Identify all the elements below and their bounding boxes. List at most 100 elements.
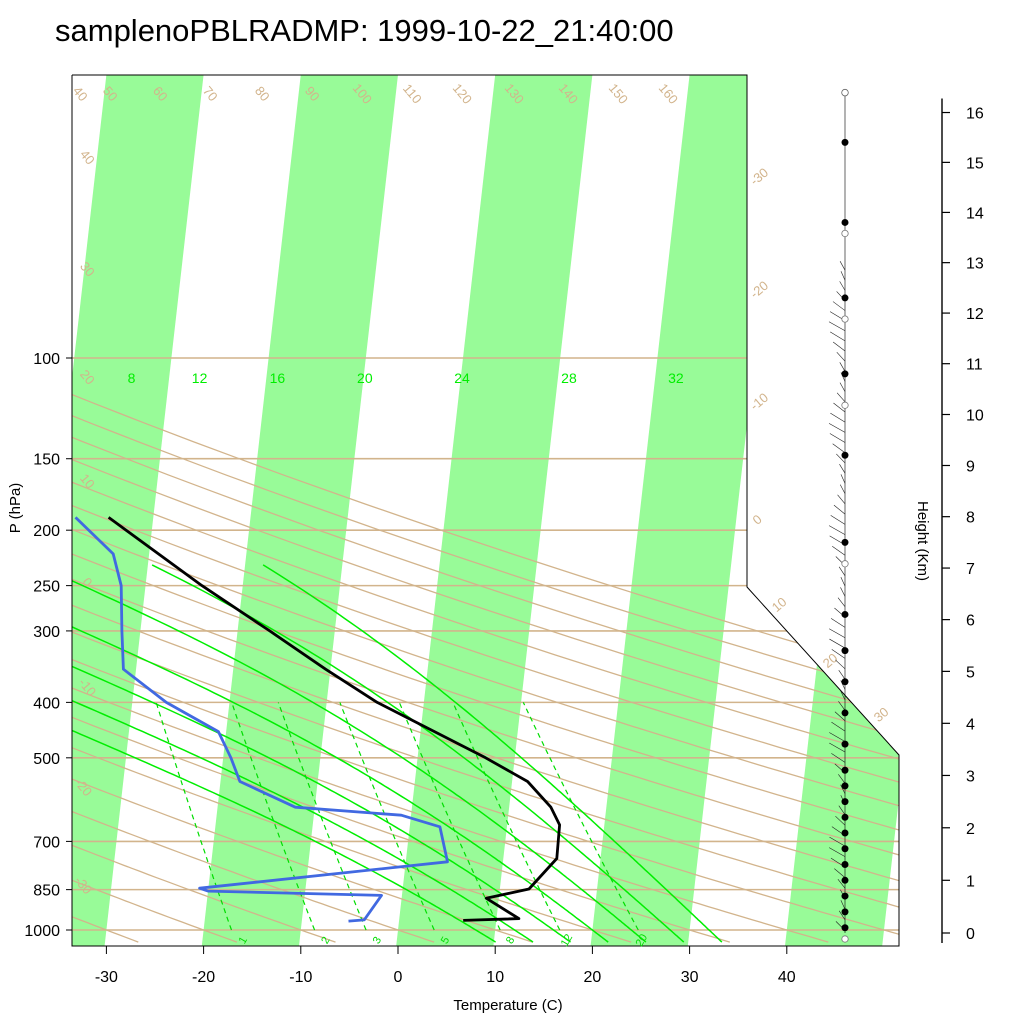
wind-barb (838, 701, 846, 711)
pressure-tick-label: 200 (33, 523, 60, 540)
dry-adiabat-label: 110 (400, 81, 425, 107)
moist-adiabat-label: 28 (561, 370, 577, 386)
wind-barb (838, 566, 846, 576)
moist-adiabat-label: 16 (270, 370, 286, 386)
dry-adiabat-label: 160 (656, 81, 681, 107)
isotherm-band (395, 75, 593, 946)
mixing-ratio-label: 1 (237, 935, 250, 946)
wind-level-marker (841, 766, 849, 774)
isotherm-band (72, 75, 205, 946)
wind-barb (837, 879, 846, 889)
height-tick-label: 0 (966, 926, 975, 943)
height-tick-label: 9 (966, 458, 975, 475)
wind-level-marker (841, 908, 849, 916)
mixing-ratio-line (522, 702, 639, 931)
wind-level-marker (841, 861, 849, 869)
height-tick-label: 7 (966, 561, 975, 578)
height-tick-label: 11 (966, 357, 983, 374)
dry-adiabat (72, 357, 899, 943)
wind-barb (839, 464, 846, 474)
moist-adiabat (72, 564, 609, 943)
wind-barb (831, 649, 846, 659)
dry-adiabat-label: 40 (77, 147, 98, 168)
wind-level-marker-open (841, 229, 849, 238)
mixing-ratio-label: 2 (319, 935, 332, 946)
wind-barb (832, 443, 846, 453)
wind-level-marker (841, 829, 849, 837)
moist-adiabat-label: 20 (357, 370, 373, 386)
wind-barb (828, 847, 846, 857)
wind-barb (838, 669, 846, 680)
height-tick-label: 2 (966, 821, 975, 838)
pressure-tick-label: 850 (33, 883, 60, 900)
mixing-ratio-line (277, 702, 367, 931)
wind-level-marker (841, 876, 849, 884)
mixing-ratio-line (398, 702, 501, 931)
wind-barb (835, 815, 846, 826)
wind-barb (833, 402, 846, 413)
wind-level-marker (841, 138, 849, 146)
wind-level-marker-open (841, 935, 849, 943)
pressure-tick-label: 100 (33, 351, 60, 368)
wind-level-marker (841, 813, 849, 821)
dry-adiabat (72, 357, 435, 943)
mixing-ratio-line (155, 702, 233, 931)
mixing-ratio-label: 5 (439, 935, 452, 946)
wind-level-marker (841, 678, 849, 686)
wind-level-marker (841, 538, 849, 546)
wind-barb (836, 453, 846, 464)
moist-adiabat-label: 24 (454, 370, 470, 386)
wind-level-marker (841, 218, 849, 226)
pressure-tick-label: 300 (33, 624, 60, 641)
temperature-tick-label: 20 (584, 969, 602, 986)
temperature-tick-label: -10 (289, 969, 312, 986)
wind-barb (840, 271, 846, 281)
dry-adiabat (72, 357, 899, 943)
isotherm-label: -10 (747, 390, 771, 414)
wind-level-marker-open (841, 560, 849, 568)
wind-level-marker (841, 798, 849, 806)
dry-adiabat (72, 357, 829, 943)
wind-level-marker (841, 740, 849, 748)
mixing-ratio-label: 20 (634, 932, 651, 949)
moist-adiabat (72, 564, 647, 943)
wind-barb (830, 515, 846, 525)
wind-level-marker (841, 924, 849, 932)
temperature-tick-label: 10 (486, 969, 504, 986)
wind-level-marker (841, 88, 849, 97)
pressure-tick-label: 500 (33, 751, 60, 768)
dry-adiabat-label: 150 (606, 81, 631, 107)
isotherm-band (590, 75, 788, 946)
wind-barb (839, 382, 846, 392)
wind-barb (829, 742, 846, 753)
wind-barb (839, 261, 846, 271)
wind-barb (840, 680, 846, 690)
height-tick-label: 6 (966, 613, 975, 630)
height-tick-label: 12 (966, 306, 984, 323)
mixing-ratio-label: 3 (371, 935, 384, 946)
dry-adiabat-label: 40 (70, 83, 91, 104)
wind-barb (831, 721, 846, 732)
wind-barb (834, 711, 846, 721)
isotherm-band (201, 75, 399, 946)
wind-barb (840, 474, 846, 484)
wind-barb (840, 587, 846, 597)
isotherm-label: -30 (747, 165, 771, 189)
wind-barb (828, 423, 846, 433)
height-axis-label: Height (Km) (914, 501, 931, 581)
temperature-tick-label: 0 (394, 969, 403, 986)
wind-barb (836, 351, 846, 362)
height-tick-label: 14 (966, 205, 984, 222)
temperature-tick-label: -20 (192, 969, 215, 986)
wind-barb (830, 331, 846, 342)
y-axis-label: P (hPa) (7, 483, 24, 534)
dry-adiabat (72, 357, 899, 943)
wind-barb (839, 362, 846, 372)
wind-barb (833, 504, 846, 515)
dry-adiabat (72, 357, 899, 943)
wind-barb (835, 659, 846, 670)
moist-adiabat (72, 564, 497, 943)
wind-barb (840, 690, 846, 701)
dry-adiabat (72, 357, 899, 943)
